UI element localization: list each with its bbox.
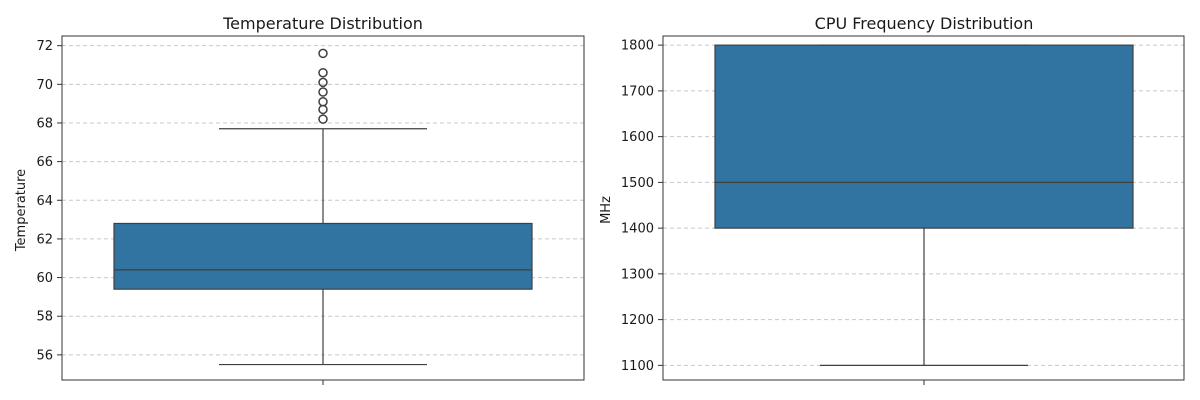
y-axis-label: Temperature [14, 169, 29, 252]
boxplot [714, 44, 1134, 366]
y-tick-label: 56 [36, 348, 53, 363]
temperature-boxplot-panel: Temperature Distribution Temperature 565… [14, 14, 585, 385]
outlier-point [318, 96, 328, 107]
y-tick-label: 66 [36, 155, 53, 170]
y-tick-label: 1700 [621, 84, 654, 99]
y-ticks: 1100 1200 1300 1400 1500 1600 1700 1800 [621, 39, 663, 374]
chart-title: CPU Frequency Distribution [815, 14, 1034, 33]
y-tick-label: 1200 [621, 313, 654, 328]
y-tick-label: 60 [36, 271, 53, 286]
iqr-box [714, 44, 1134, 229]
y-tick-label: 70 [36, 78, 53, 93]
chart-title: Temperature Distribution [222, 14, 423, 33]
y-tick-label: 1600 [621, 130, 654, 145]
y-tick-label: 64 [36, 194, 53, 209]
y-tick-label: 1300 [621, 267, 654, 282]
cpu-frequency-boxplot-panel: CPU Frequency Distribution MHz 110012001… [599, 14, 1185, 385]
outlier-point [318, 48, 328, 59]
y-ticks: 56 58 60 62 64 66 68 70 72 [36, 39, 62, 363]
y-tick-label: 58 [36, 310, 53, 325]
y-tick-label: 1100 [621, 359, 654, 374]
y-tick-label: 1500 [621, 176, 654, 191]
boxplot [113, 48, 533, 366]
y-tick-label: 68 [36, 116, 53, 131]
outlier-point [318, 114, 328, 124]
outlier-point [318, 104, 328, 115]
outlier-point [318, 77, 328, 88]
y-tick-label: 62 [36, 232, 53, 247]
outlier-point [318, 87, 328, 97]
y-tick-label: 72 [36, 39, 53, 54]
iqr-box [113, 222, 533, 290]
y-axis-label: MHz [599, 196, 614, 224]
y-tick-label: 1400 [621, 222, 654, 237]
y-tick-label: 1800 [621, 39, 654, 54]
outlier-point [318, 67, 328, 78]
